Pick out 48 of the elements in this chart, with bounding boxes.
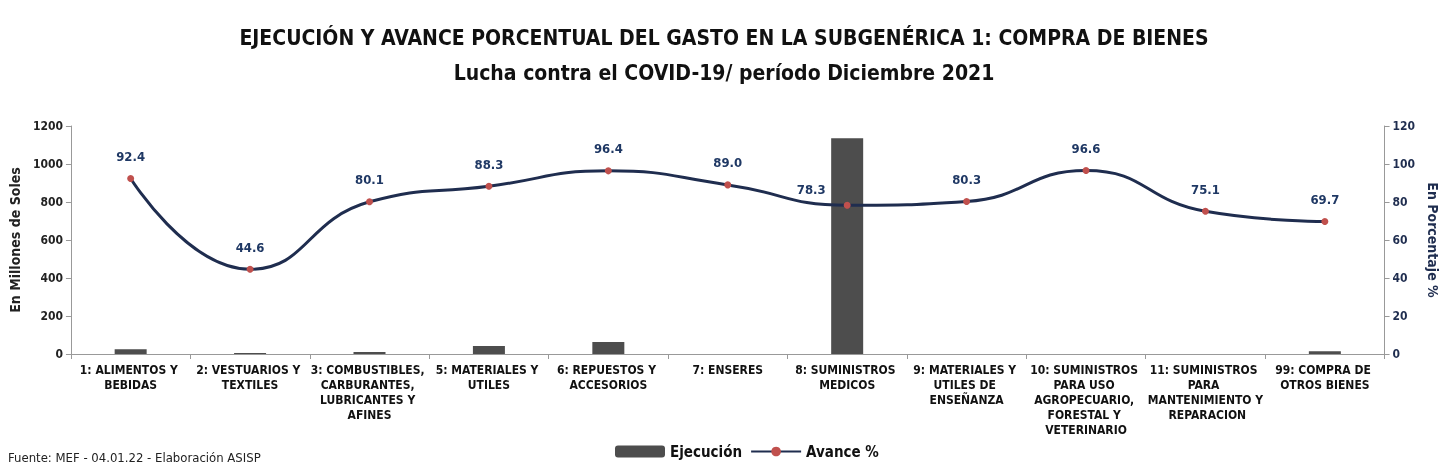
bar — [472, 346, 505, 354]
chart-subtitle: Lucha contra el COVID-19/ período Diciembre 2021 — [453, 60, 995, 85]
data-label: 92.4 — [116, 148, 146, 164]
data-label: 80.3 — [952, 171, 982, 187]
x-tick-label: 99: COMPRA DE OTROS BIENES — [1275, 362, 1375, 392]
y2-tick-label: 60 — [1392, 233, 1408, 247]
x-tick-label: 1: ALIMENTOS Y BEBIDAS — [79, 362, 182, 392]
x-tick-label: 6: REPUESTOS Y ACCESORIOS — [556, 362, 660, 392]
data-label: 96.6 — [1071, 140, 1101, 156]
data-label: 88.3 — [474, 156, 504, 172]
legend-label: Ejecución — [670, 442, 743, 461]
legend-label: Avance % — [806, 442, 880, 461]
x-tick-label: 11: SUMINISTROS PARA MANTENIMIENTO Y REPARACION — [1147, 362, 1264, 422]
y2-tick-label: 40 — [1392, 271, 1408, 285]
x-tick-label: 3: COMBUSTIBLES, CARBURANTES, LUBRICANTES Y AFINES — [310, 362, 429, 422]
y-tick-label: 400 — [40, 271, 63, 285]
y2-tick-label: 100 — [1392, 157, 1416, 171]
x-tick-label: 2: VESTUARIOS Y TEXTILES — [196, 362, 304, 392]
data-label: 78.3 — [796, 181, 826, 197]
bar — [1308, 351, 1341, 354]
data-label: 80.1 — [355, 172, 384, 188]
x-tick-label: 10: SUMINISTROS PARA USO AGROPECUARIO, FORESTAL Y VETERINARIO — [1030, 362, 1142, 437]
y2-tick-label: 80 — [1392, 195, 1408, 209]
x-tick-label: 7: ENSERES — [692, 362, 764, 377]
y-tick-label: 0 — [55, 347, 63, 361]
y-tick-label: 200 — [40, 309, 63, 323]
bar — [831, 138, 864, 354]
data-label: 96.4 — [593, 141, 623, 157]
x-tick-label: 8: SUMINISTROS MEDICOS — [795, 362, 900, 392]
x-tick-label: 9: MATERIALES Y UTILES DE ENSEÑANZA — [913, 362, 1020, 407]
y-tick-label: 1200 — [32, 119, 63, 133]
data-label: 44.6 — [235, 239, 265, 255]
x-tick-label: 5: MATERIALES Y UTILES — [435, 362, 543, 392]
chart-title: EJECUCIÓN Y AVANCE PORCENTUAL DEL GASTO EN LA SUBGENÉRICA 1: COMPRA DE BIENES — [239, 24, 1209, 50]
data-label: 89.0 — [713, 155, 743, 171]
data-label: 75.1 — [1191, 181, 1220, 197]
y-tick-label: 800 — [40, 195, 63, 209]
bar — [592, 342, 625, 354]
y-tick-label: 1000 — [32, 157, 63, 171]
source-note: Fuente: MEF - 04.01.22 - Elaboración ASISP — [8, 450, 261, 465]
y2-tick-label: 120 — [1392, 119, 1416, 133]
y-axis-title: En Millones de Soles — [7, 167, 23, 313]
bar — [114, 349, 147, 354]
y2-axis-title: En Porcentaje % — [1425, 182, 1441, 299]
y2-tick-label: 20 — [1392, 309, 1408, 323]
y-tick-label: 600 — [40, 233, 63, 247]
data-label: 69.7 — [1310, 192, 1340, 208]
y2-tick-label: 0 — [1392, 347, 1401, 361]
